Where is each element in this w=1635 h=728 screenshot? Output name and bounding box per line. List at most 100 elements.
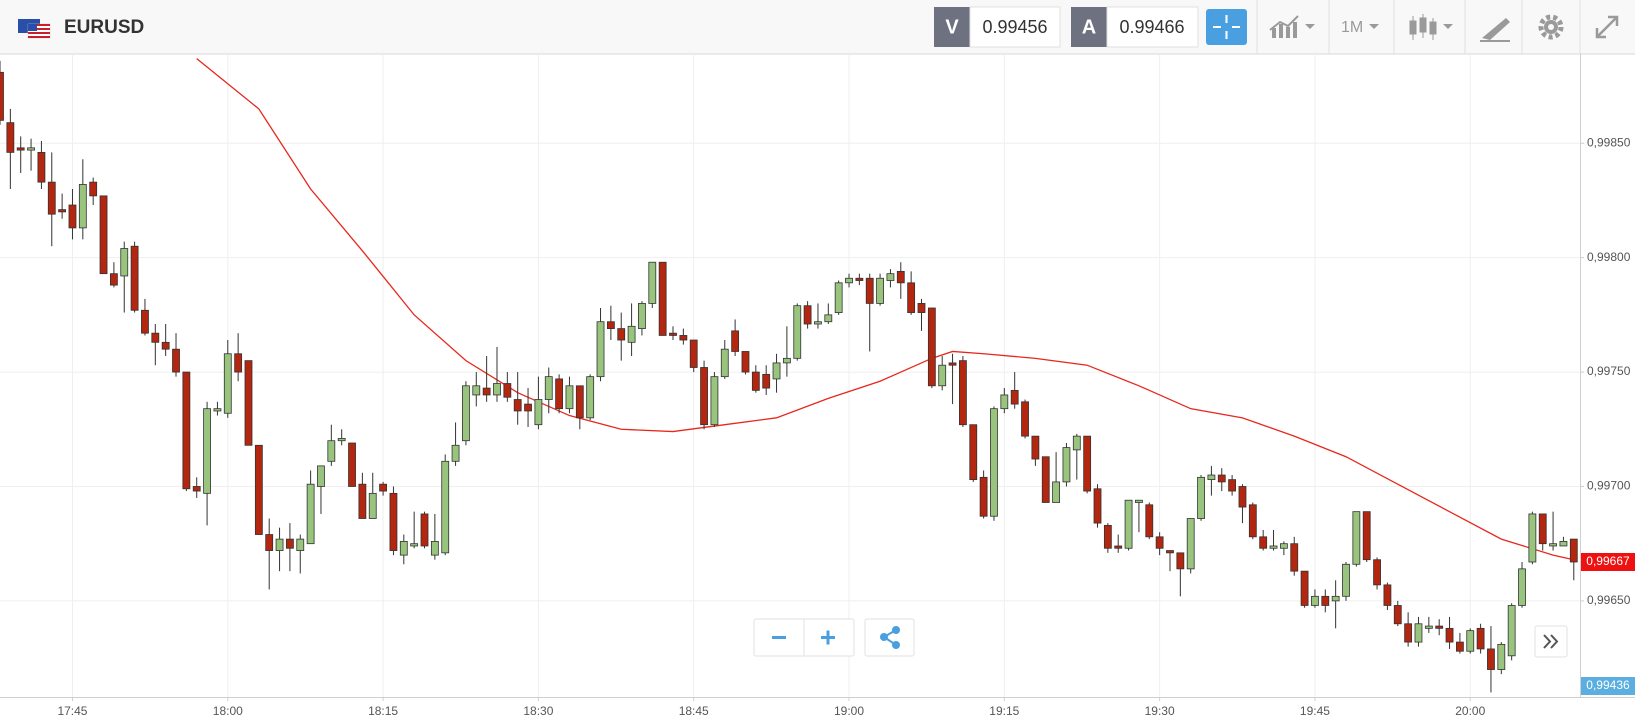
candle-body (99, 195, 108, 275)
candle-body (389, 492, 398, 551)
header-separators (1256, 0, 1581, 54)
candle-body (1103, 524, 1112, 549)
plot-area (0, 54, 1580, 697)
drawing-tool-icon[interactable] (1480, 18, 1510, 42)
candle-body (814, 321, 822, 325)
candle-body (1228, 479, 1237, 492)
candle-body (927, 307, 936, 387)
candle-body (1248, 504, 1257, 538)
header (0, 0, 1635, 54)
candle-body (855, 277, 864, 281)
candle-body (1518, 568, 1526, 606)
candle-body (555, 378, 564, 410)
candle-body (793, 305, 802, 359)
candle-body (1145, 504, 1154, 538)
candle-body (1352, 511, 1361, 565)
candle-body (1083, 435, 1092, 492)
candle-body (1362, 511, 1371, 561)
candle-body (948, 362, 957, 366)
candle-body (1269, 545, 1278, 549)
candle-body (1166, 550, 1174, 554)
candle-body (1207, 474, 1216, 481)
candle-body (1114, 545, 1123, 549)
share-button[interactable] (864, 618, 915, 657)
candle-body (1238, 486, 1247, 508)
bid-box[interactable] (969, 6, 1061, 48)
candle-body (192, 486, 201, 492)
candle-body (420, 513, 429, 547)
candle-body (472, 385, 481, 396)
candle-body (565, 385, 574, 410)
candle-body (182, 371, 191, 490)
zoom-controls (753, 618, 855, 657)
candle-body (586, 376, 595, 419)
candle-body (845, 277, 853, 284)
candle-body (689, 339, 698, 368)
candle-body (451, 444, 460, 462)
candle-body (1041, 456, 1050, 503)
candle-body (617, 328, 626, 341)
candle-body (1424, 625, 1433, 629)
candle-body (762, 373, 771, 389)
zoom-in-button[interactable] (821, 630, 835, 645)
candle-body (244, 360, 253, 446)
candle-body (234, 353, 243, 373)
x-tick-label: 18:30 (523, 704, 553, 718)
ask-box[interactable] (1106, 6, 1199, 48)
candle-body (575, 385, 584, 419)
candle-body (306, 483, 315, 545)
candle-body (1549, 543, 1557, 547)
candle-body (6, 122, 15, 153)
y-tick-label: 0,99700 (1587, 479, 1631, 493)
candle-body (1569, 538, 1578, 563)
chart-type-icon[interactable] (1269, 15, 1315, 38)
candle-body (358, 483, 367, 519)
candle-body (1217, 474, 1226, 483)
timeframe[interactable]: 1M (1341, 19, 1363, 36)
candle-body (596, 321, 605, 378)
x-tick-label: 19:15 (989, 704, 1019, 718)
candle-body (1466, 630, 1475, 652)
candle-body (1197, 476, 1205, 519)
flag-icon (18, 19, 51, 39)
x-tick-label: 19:45 (1300, 704, 1330, 718)
candle-body (430, 540, 439, 556)
candle-body (700, 367, 708, 426)
candle-body (120, 248, 129, 277)
candle-body (368, 492, 377, 519)
candle-body (1393, 605, 1402, 625)
candle-body (524, 403, 532, 412)
candle-body (679, 335, 688, 341)
fullscreen-icon[interactable] (1595, 15, 1619, 39)
candle-body (161, 341, 170, 350)
candle-body (1528, 513, 1537, 563)
candle-body (89, 181, 98, 197)
candle-body (16, 147, 25, 151)
settings-icon[interactable] (1538, 14, 1564, 40)
candle-body (203, 408, 211, 494)
candle-body (544, 376, 553, 400)
candle-body (638, 303, 646, 329)
crosshair-button[interactable] (1206, 9, 1247, 45)
candle-body (959, 360, 967, 426)
candle-body (348, 442, 356, 487)
candle-body (772, 362, 781, 380)
candle-body (1290, 543, 1299, 572)
candle-body (286, 538, 294, 549)
candle-body (1445, 627, 1454, 643)
y-tick-label: 0,99800 (1587, 250, 1631, 264)
candle-type-icon[interactable] (1409, 14, 1453, 40)
last-price-label: 0,99667 (1586, 554, 1630, 568)
candle-body (782, 357, 791, 364)
candle-body (337, 438, 346, 442)
candle-body (751, 371, 760, 391)
candle-body (907, 282, 916, 313)
candle-body (493, 383, 501, 396)
candle-body (1300, 570, 1309, 606)
bid-price: 0.99456 (982, 17, 1047, 37)
candle-body (1052, 481, 1060, 503)
candle-body (1321, 595, 1330, 606)
scroll-right-button[interactable] (1534, 625, 1568, 658)
